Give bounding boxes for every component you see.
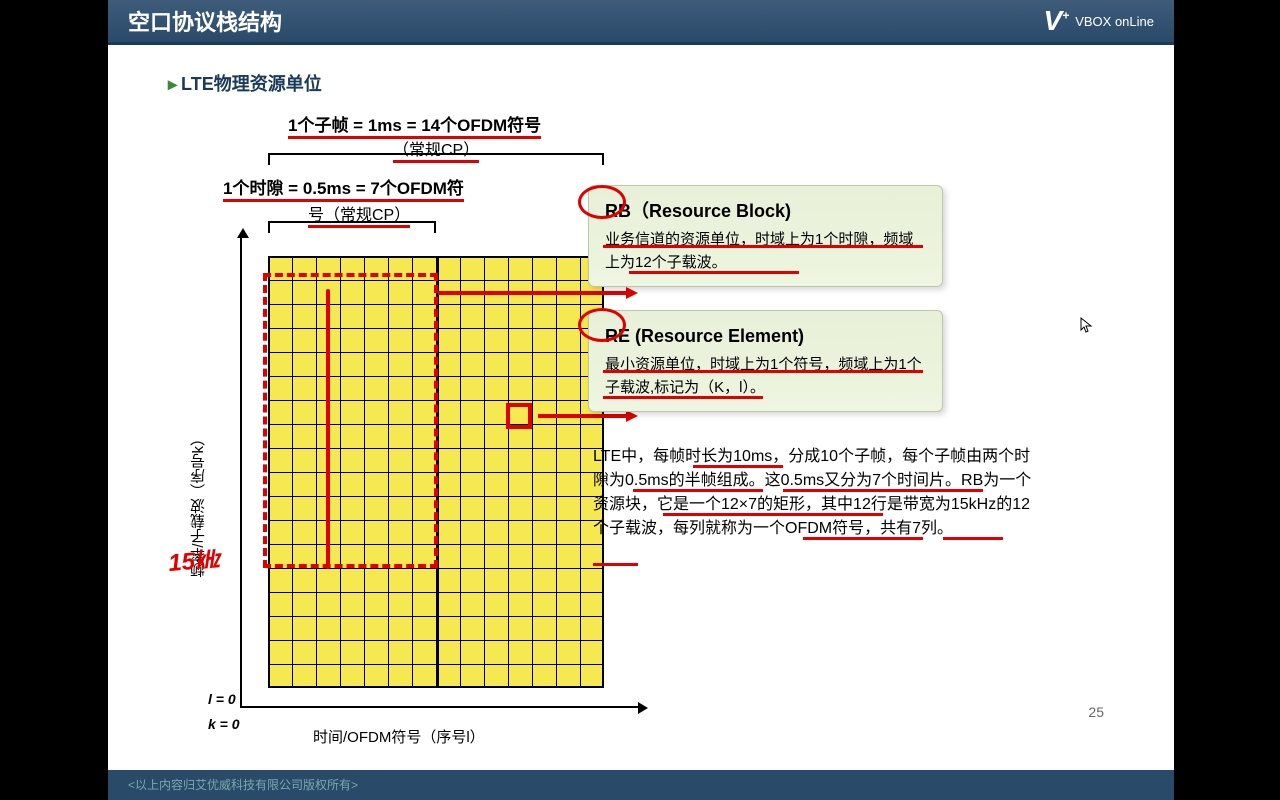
arrow-to-rb <box>438 291 628 295</box>
slide-footer: <以上内容归艾优威科技有限公司版权所有> <box>108 770 1174 800</box>
x-axis-label: 时间/OFDM符号（序号l） <box>313 726 485 747</box>
re-title: RE (Resource Element) <box>605 323 926 350</box>
circle-annotation-rb <box>578 185 626 219</box>
label-slot: 1个时隙 = 0.5ms = 7个OFDM符 <box>223 174 464 202</box>
re-desc: 最小资源单位，时域上为1个符号，频域上为1个子载波,标记为（K，l）。 <box>605 354 926 399</box>
x-axis <box>240 706 640 708</box>
rb-title: RB（Resource Block) <box>605 198 926 225</box>
label-subframe: 1个子帧 = 1ms = 14个OFDM符号 <box>288 111 541 139</box>
logo-v-icon: V+ <box>1044 5 1070 37</box>
handwriting-15khz: 15㎑ <box>167 539 221 578</box>
circle-annotation-re <box>578 308 626 342</box>
slide-content: LTE物理资源单位 1个子帧 = 1ms = 14个OFDM符号 （常规CP） … <box>108 45 1174 765</box>
header-title: 空口协议栈结构 <box>128 5 282 37</box>
page-number: 25 <box>1088 704 1104 720</box>
label-k0: k = 0 <box>208 716 240 732</box>
rb-outline <box>263 273 438 568</box>
annotation-vertical-stroke <box>326 289 330 569</box>
description-paragraph: LTE中，每帧时长为10ms，分成10个子帧，每个子帧由两个时隙为0.5ms的半… <box>593 445 1033 541</box>
info-box-rb: RB（Resource Block) 业务信道的资源单位，时域上为1个时隙，频域… <box>588 185 943 287</box>
logo-text: VBOX onLine <box>1075 14 1154 29</box>
bracket-slot <box>268 221 436 233</box>
slide-page: 空口协议栈结构 V+ VBOX onLine LTE物理资源单位 1个子帧 = … <box>108 0 1174 800</box>
logo: V+ VBOX onLine <box>1044 5 1154 37</box>
arrow-to-re <box>538 414 628 418</box>
y-axis <box>240 236 242 706</box>
section-title: LTE物理资源单位 <box>168 70 1114 96</box>
label-l0: l = 0 <box>208 691 236 707</box>
slide-header: 空口协议栈结构 V+ VBOX onLine <box>108 0 1174 45</box>
info-box-re: RE (Resource Element) 最小资源单位，时域上为1个符号，频域… <box>588 310 943 412</box>
re-outline <box>506 403 532 429</box>
resource-grid-diagram: 1个子帧 = 1ms = 14个OFDM符号 （常规CP） 1个时隙 = 0.5… <box>168 111 648 751</box>
bracket-subframe <box>268 153 604 165</box>
cursor-icon <box>1080 317 1094 335</box>
rb-desc: 业务信道的资源单位，时域上为1个时隙，频域上为12个子载波。 <box>605 229 926 274</box>
